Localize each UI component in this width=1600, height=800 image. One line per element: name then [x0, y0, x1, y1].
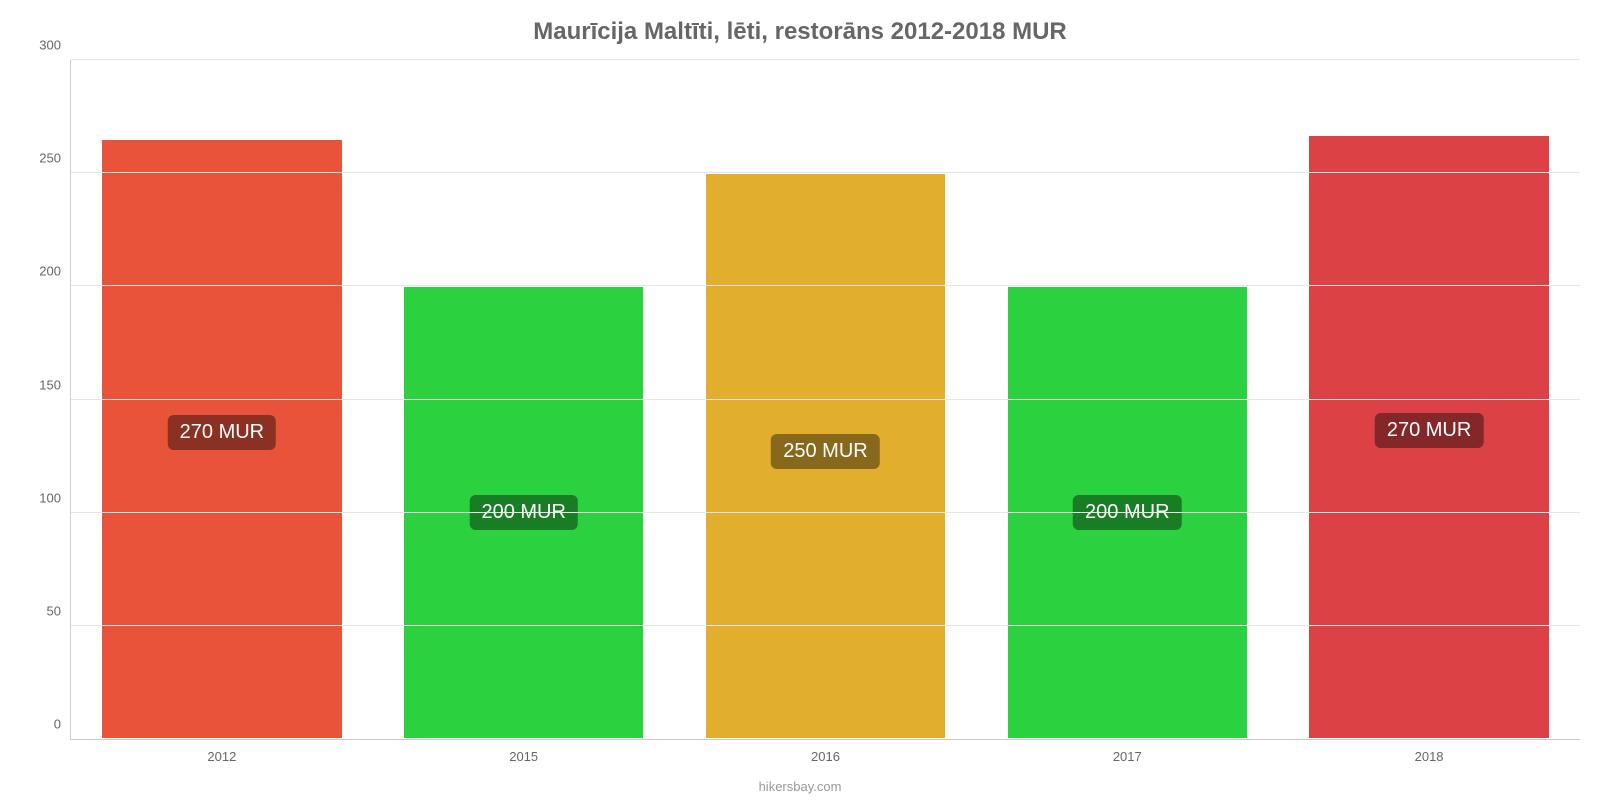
bar-value-label: 250 MUR [771, 434, 879, 469]
bar-slot: 200 MUR2017 [976, 60, 1278, 739]
bar: 270 MUR [101, 139, 342, 739]
bar-value-label: 270 MUR [168, 415, 276, 450]
xtick-label: 2012 [207, 749, 236, 764]
ytick-label: 200 [39, 264, 61, 279]
bar-slot: 200 MUR2015 [373, 60, 675, 739]
chart-title: Maurīcija Maltīti, lēti, restorāns 2012-… [0, 18, 1600, 46]
bar-value-label: 270 MUR [1375, 413, 1483, 448]
xtick-label: 2016 [811, 749, 840, 764]
ytick-label: 50 [47, 603, 61, 618]
gridline [71, 172, 1580, 173]
ytick-label: 100 [39, 490, 61, 505]
bar: 200 MUR [1007, 286, 1248, 739]
gridline [71, 59, 1580, 60]
gridline [71, 285, 1580, 286]
bar-slot: 270 MUR2018 [1278, 60, 1580, 739]
plot-area: 270 MUR2012200 MUR2015250 MUR2016200 MUR… [70, 60, 1580, 740]
bar: 250 MUR [705, 173, 946, 739]
chart-credit: hikersbay.com [0, 779, 1600, 794]
gridline [71, 512, 1580, 513]
bars-wrap: 270 MUR2012200 MUR2015250 MUR2016200 MUR… [71, 60, 1580, 739]
gridline [71, 399, 1580, 400]
bar-slot: 270 MUR2012 [71, 60, 373, 739]
gridline [71, 625, 1580, 626]
bar: 270 MUR [1308, 135, 1549, 739]
ytick-label: 150 [39, 377, 61, 392]
bar-chart: Maurīcija Maltīti, lēti, restorāns 2012-… [0, 0, 1600, 800]
ytick-label: 0 [54, 717, 61, 732]
ytick-label: 300 [39, 38, 61, 53]
xtick-label: 2018 [1415, 749, 1444, 764]
bar-slot: 250 MUR2016 [675, 60, 977, 739]
bar: 200 MUR [403, 286, 644, 739]
xtick-label: 2015 [509, 749, 538, 764]
xtick-label: 2017 [1113, 749, 1142, 764]
ytick-label: 250 [39, 151, 61, 166]
